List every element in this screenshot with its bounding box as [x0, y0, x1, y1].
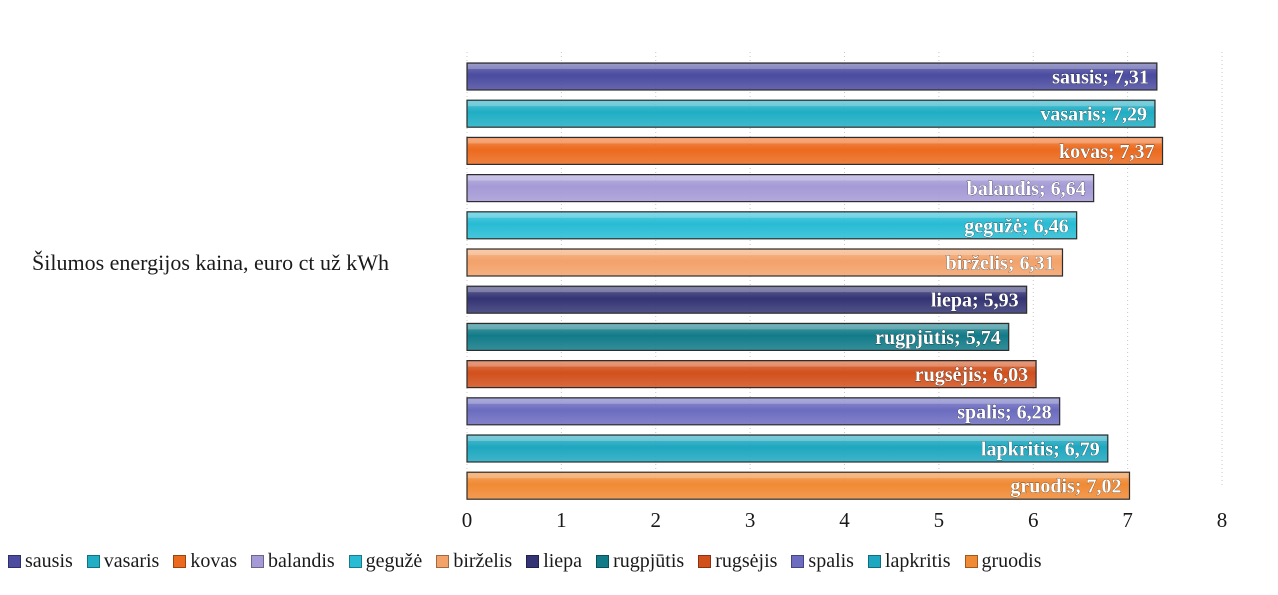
legend-item: lapkritis [867, 550, 951, 573]
bar [466, 211, 1078, 240]
x-tick-label: 5 [934, 508, 945, 532]
data-label: gruodis; 7,02 [1010, 476, 1121, 498]
bar [466, 136, 1164, 165]
legend-swatch [698, 555, 712, 568]
legend-item: vasaris [86, 550, 160, 573]
legend-label: rugsėjis [715, 550, 778, 572]
legend-label: balandis [268, 550, 335, 572]
x-tick-label: 0 [462, 508, 473, 532]
data-label: sausis; 7,31 [1052, 67, 1149, 89]
bar-highlight [468, 138, 1162, 144]
data-label: spalis; 6,28 [957, 401, 1051, 423]
bar [466, 397, 1061, 426]
legend-swatch [348, 555, 362, 568]
legend-item: gruodis [964, 550, 1042, 573]
legend-swatch [173, 555, 187, 568]
legend-swatch [791, 555, 805, 568]
bar [466, 322, 1010, 351]
legend-item: rugpjūtis [596, 550, 684, 573]
legend-item: spalis [791, 550, 854, 573]
legend-swatch [436, 555, 450, 568]
bar-highlight [468, 473, 1129, 479]
bar [466, 471, 1131, 500]
legend-label: lapkritis [884, 550, 951, 572]
legend-label: gruodis [981, 550, 1042, 572]
legend-label: sausis [25, 550, 73, 572]
x-tick-label: 8 [1217, 508, 1228, 532]
legend-swatch [251, 555, 265, 568]
bar [466, 285, 1028, 314]
legend-label: kovas [190, 550, 238, 572]
data-label: lapkritis; 6,79 [981, 439, 1100, 461]
legend-item: liepa [526, 550, 582, 573]
data-labels: sausis; 7,31 vasaris; 7,29 kovas; 7,37 bala… [875, 66, 1155, 498]
bar-highlight [468, 64, 1156, 69]
bar [466, 360, 1037, 389]
legend-swatch [526, 555, 540, 568]
legend-swatch [867, 555, 881, 568]
bar-highlight [468, 175, 1093, 181]
data-label: rugsėjis; 6,03 [915, 364, 1028, 386]
legend-item: sausis [8, 550, 73, 573]
bar-highlight [468, 212, 1076, 218]
bar [466, 174, 1095, 203]
bar-highlight [468, 287, 1026, 293]
category-label: Šilumos energijos kaina, euro ct už kWh [32, 250, 390, 275]
legend-swatch [86, 555, 100, 568]
legend-label: rugpjūtis [613, 550, 685, 572]
bars [466, 62, 1164, 500]
legend: sausis vasaris kovas balandis gegužė birželis… [8, 550, 1270, 573]
x-axis-ticks: 0 1 2 3 4 5 6 7 8 [462, 508, 1228, 532]
legend-item: kovas [173, 550, 237, 573]
bar [466, 434, 1109, 463]
bar-highlight [468, 436, 1107, 441]
data-label: birželis; 6,31 [946, 253, 1055, 275]
x-tick-label: 3 [745, 508, 756, 532]
x-tick-label: 4 [839, 508, 850, 532]
data-label: liepa; 5,93 [931, 290, 1019, 312]
legend-item: birželis [436, 550, 512, 573]
bar [466, 99, 1156, 128]
data-label: kovas; 7,37 [1059, 141, 1155, 163]
bar-highlight [468, 101, 1154, 107]
bar-highlight [468, 398, 1059, 404]
legend-label: birželis [453, 550, 513, 572]
legend-label: gegužė [365, 550, 423, 572]
x-tick-label: 1 [556, 508, 567, 532]
legend-item: gegužė [348, 550, 423, 573]
bar-highlight [468, 250, 1062, 255]
legend-label: spalis [808, 550, 854, 572]
x-tick-label: 7 [1122, 508, 1133, 532]
data-label: rugpjūtis; 5,74 [875, 327, 1001, 349]
legend-swatch [8, 555, 21, 568]
legend-item: rugsėjis [698, 550, 777, 573]
bar-highlight [468, 361, 1036, 367]
legend-swatch [964, 555, 978, 568]
legend-label: liepa [543, 550, 583, 572]
legend-label: vasaris [103, 550, 160, 572]
x-tick-label: 6 [1028, 508, 1039, 532]
data-label: gegužė; 6,46 [964, 215, 1068, 237]
data-label: balandis; 6,64 [967, 178, 1086, 200]
data-label: vasaris; 7,29 [1040, 104, 1147, 126]
bar [466, 248, 1064, 277]
bar-highlight [468, 324, 1008, 330]
legend-item: balandis [251, 550, 335, 573]
x-tick-label: 2 [651, 508, 662, 532]
legend-swatch [596, 555, 610, 568]
bar [466, 62, 1158, 91]
